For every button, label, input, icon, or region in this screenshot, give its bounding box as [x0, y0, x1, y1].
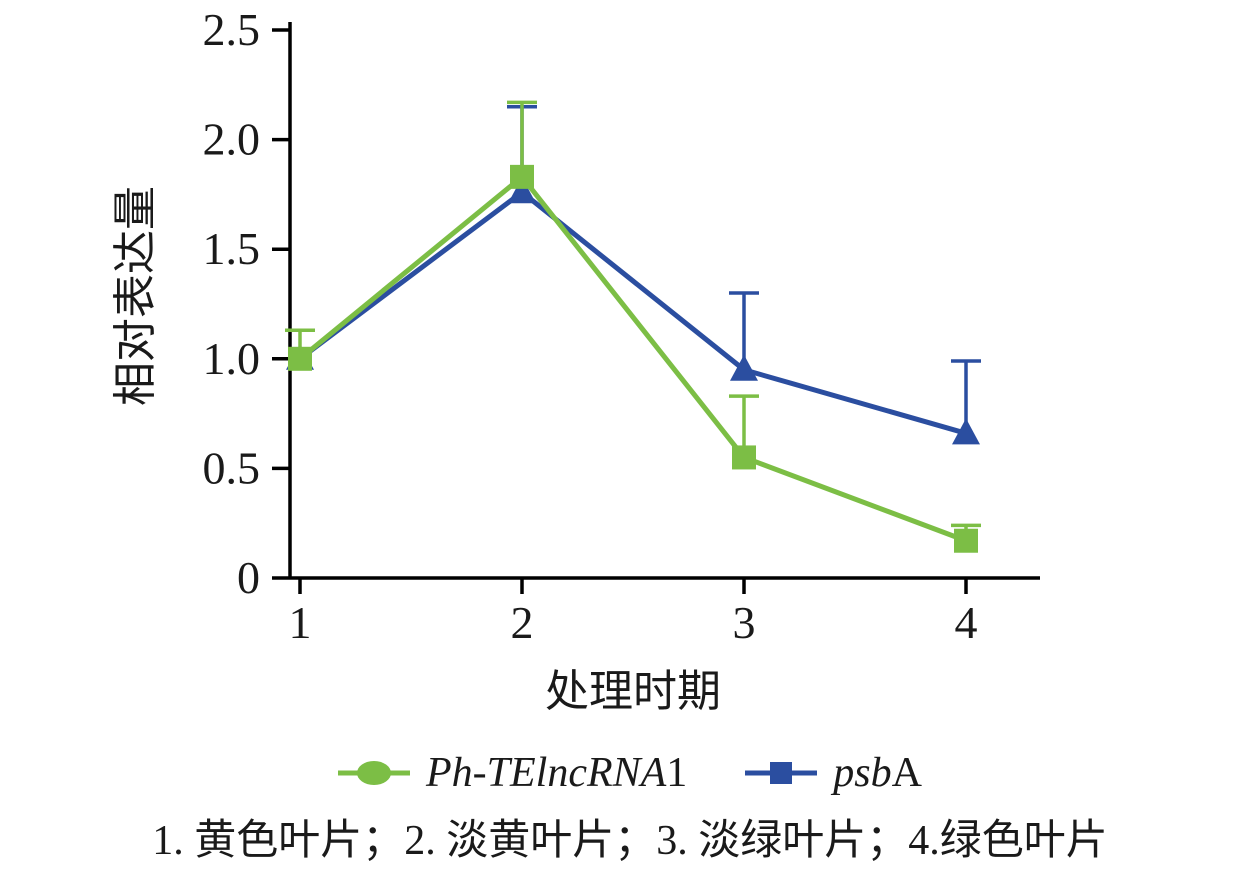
- y-tick-label: 1.0: [203, 333, 261, 384]
- legend-label-regular-part: A: [891, 750, 922, 796]
- x-tick-label: 3: [733, 597, 756, 648]
- legend-label-regular-part: 1: [666, 750, 688, 796]
- marker-triangle-psbA: [508, 177, 536, 204]
- marker-square-Ph-TElncRNA1: [288, 346, 312, 371]
- series-line-Ph-TElncRNA1: [297, 174, 969, 544]
- marker-triangle-psbA: [952, 418, 980, 445]
- series-line-psbA: [297, 189, 969, 436]
- chart-legend: Ph-TElncRNA1 psbA: [0, 752, 1260, 794]
- legend-item-ph-telncrna1: Ph-TElncRNA1: [338, 752, 687, 794]
- x-tick-label: 4: [955, 597, 978, 648]
- x-tick-label: 2: [511, 597, 534, 648]
- legend-label-italic-part: psb: [833, 750, 892, 796]
- legend-circle-marker: [357, 761, 391, 785]
- x-tick-label: 1: [289, 597, 312, 648]
- y-tick-label: 0: [237, 552, 260, 603]
- legend-label-italic-part: Ph-TElncRNA: [426, 750, 667, 796]
- y-tick-label: 1.5: [203, 223, 261, 274]
- y-tick-label: 0.5: [203, 442, 261, 493]
- y-tick-label: 2.5: [203, 4, 261, 55]
- marker-square-Ph-TElncRNA1: [510, 164, 534, 189]
- x-axis-title: 处理时期: [545, 667, 721, 716]
- y-tick-label: 2.0: [203, 114, 261, 165]
- figure-caption: 1. 黄色叶片；2. 淡黄叶片；3. 淡绿叶片；4.绿色叶片: [152, 818, 1108, 864]
- marker-square-Ph-TElncRNA1: [954, 528, 978, 553]
- legend-item-psba: psbA: [745, 752, 922, 794]
- y-axis-title: 相对表达量: [111, 186, 160, 406]
- marker-triangle-psbA: [730, 354, 758, 381]
- legend-swatch-blue: [745, 762, 818, 784]
- legend-label-ph-telncrna1: Ph-TElncRNA1: [426, 752, 687, 794]
- marker-square-Ph-TElncRNA1: [732, 445, 756, 470]
- legend-square-marker: [770, 762, 793, 784]
- legend-label-psba: psbA: [833, 752, 922, 794]
- legend-swatch-green: [338, 761, 410, 785]
